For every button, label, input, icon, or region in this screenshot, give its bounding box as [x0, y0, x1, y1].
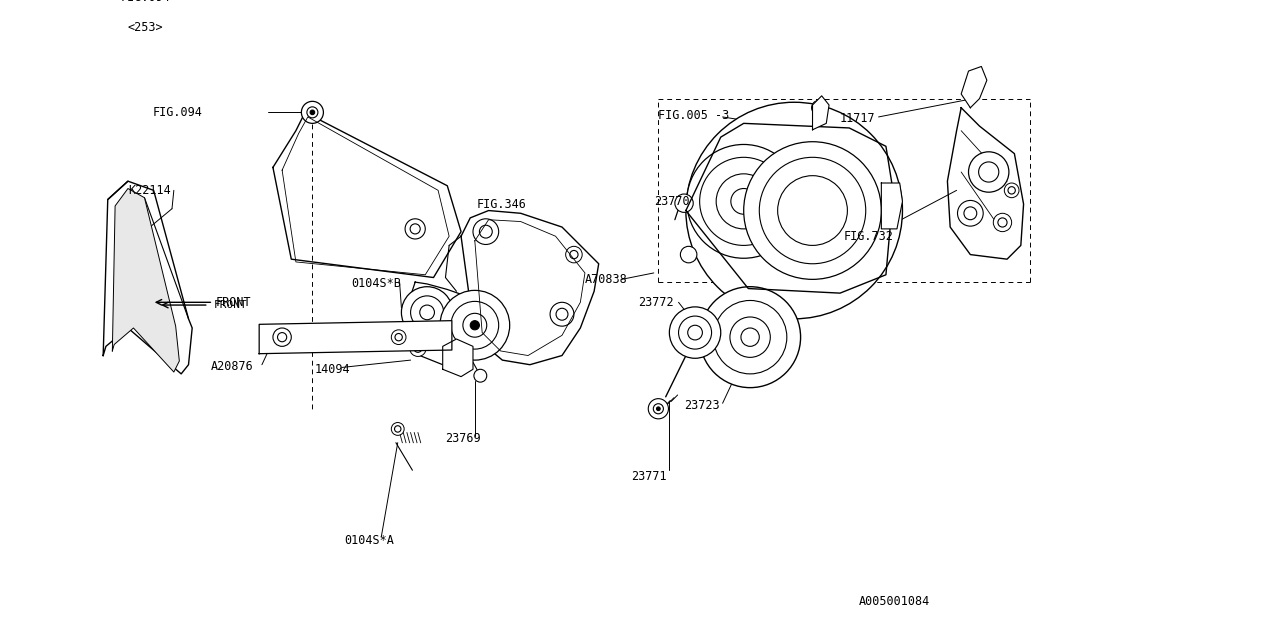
Circle shape [730, 317, 771, 357]
Polygon shape [113, 189, 179, 372]
Circle shape [470, 321, 480, 330]
Text: 11717: 11717 [840, 112, 876, 125]
Circle shape [686, 102, 902, 319]
Circle shape [886, 187, 901, 202]
Polygon shape [273, 113, 461, 278]
Circle shape [570, 250, 579, 259]
Text: FRONT: FRONT [216, 296, 252, 309]
Circle shape [474, 369, 486, 382]
Circle shape [964, 207, 977, 220]
Circle shape [966, 74, 982, 90]
Circle shape [713, 300, 787, 374]
Circle shape [969, 152, 1009, 192]
Text: 14094: 14094 [314, 363, 349, 376]
Circle shape [404, 219, 425, 239]
Text: 23771: 23771 [631, 470, 667, 483]
Circle shape [687, 145, 800, 259]
Circle shape [1007, 187, 1015, 194]
Polygon shape [406, 282, 476, 365]
Text: A20876: A20876 [210, 360, 253, 373]
Circle shape [392, 330, 406, 344]
Circle shape [394, 426, 401, 432]
Text: FIG.005 -3: FIG.005 -3 [658, 109, 730, 122]
Circle shape [440, 291, 509, 360]
Circle shape [700, 287, 800, 388]
Circle shape [411, 296, 444, 329]
Circle shape [653, 404, 663, 414]
Circle shape [550, 302, 573, 326]
Circle shape [812, 100, 827, 115]
Circle shape [998, 218, 1007, 227]
Text: 0104S*B: 0104S*B [351, 278, 401, 291]
Circle shape [957, 200, 983, 226]
Circle shape [648, 399, 668, 419]
Text: 0104S*A: 0104S*A [344, 534, 394, 547]
Circle shape [402, 287, 453, 338]
Text: 23769: 23769 [445, 431, 481, 445]
Circle shape [566, 246, 582, 263]
Text: FIG.732: FIG.732 [844, 230, 893, 243]
Circle shape [310, 110, 315, 115]
Circle shape [744, 141, 882, 280]
Circle shape [778, 175, 847, 245]
Circle shape [474, 219, 499, 244]
Circle shape [301, 101, 324, 124]
Polygon shape [259, 321, 452, 354]
Text: 23772: 23772 [639, 296, 673, 309]
Circle shape [480, 225, 493, 238]
Polygon shape [882, 183, 902, 229]
Circle shape [675, 194, 694, 212]
Text: 23770: 23770 [654, 195, 690, 208]
Circle shape [669, 307, 721, 358]
Circle shape [717, 174, 772, 229]
Polygon shape [461, 211, 599, 365]
Circle shape [451, 301, 499, 349]
Text: <253>: <253> [128, 20, 164, 33]
Text: A70838: A70838 [585, 273, 627, 286]
Text: A005001084: A005001084 [859, 595, 929, 608]
Circle shape [700, 157, 787, 245]
Polygon shape [443, 339, 474, 376]
Polygon shape [961, 67, 987, 108]
Text: FIG.346: FIG.346 [476, 198, 526, 211]
Text: K22114: K22114 [128, 184, 170, 197]
Circle shape [463, 314, 486, 337]
Circle shape [741, 328, 759, 346]
Circle shape [273, 328, 292, 346]
Polygon shape [947, 108, 1024, 259]
Text: 23723: 23723 [684, 399, 719, 413]
Polygon shape [813, 96, 829, 130]
Circle shape [815, 104, 823, 111]
Text: FIG.094: FIG.094 [120, 0, 170, 4]
Text: FIG.094: FIG.094 [152, 106, 202, 119]
Circle shape [396, 333, 402, 341]
Circle shape [556, 308, 568, 320]
Circle shape [731, 189, 756, 214]
Circle shape [657, 407, 660, 411]
Circle shape [278, 333, 287, 342]
Polygon shape [104, 181, 192, 374]
Circle shape [307, 107, 317, 118]
Circle shape [678, 316, 712, 349]
Circle shape [410, 224, 420, 234]
Circle shape [413, 344, 422, 352]
Text: FRONT: FRONT [214, 300, 247, 310]
Circle shape [410, 340, 426, 356]
Circle shape [420, 305, 434, 320]
Circle shape [392, 422, 404, 435]
Circle shape [759, 157, 865, 264]
Circle shape [681, 246, 696, 263]
Circle shape [979, 162, 998, 182]
Circle shape [993, 213, 1011, 232]
Circle shape [1005, 183, 1019, 198]
Circle shape [687, 325, 703, 340]
